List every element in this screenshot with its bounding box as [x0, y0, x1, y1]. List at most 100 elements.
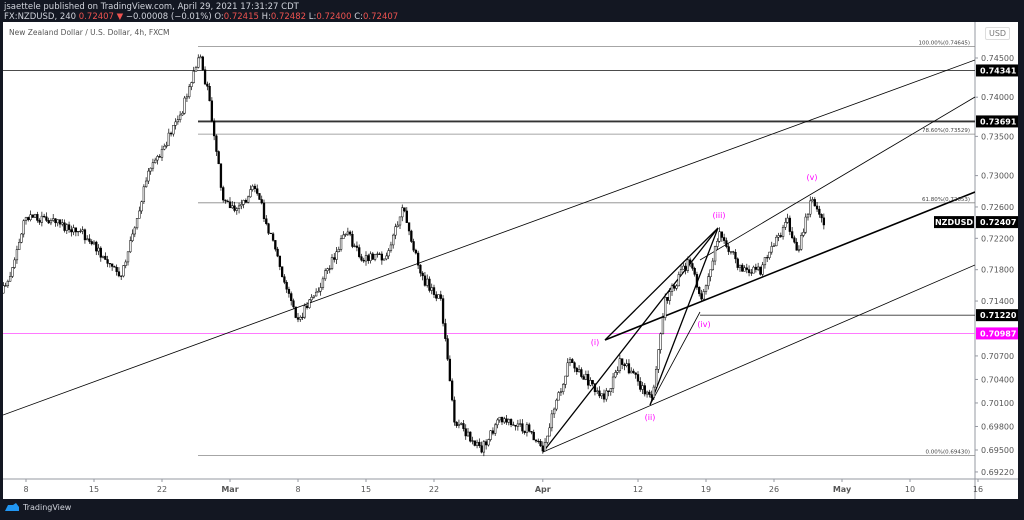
- low-label: L:: [308, 12, 317, 22]
- candle-up: [652, 386, 656, 398]
- candle-up: [22, 220, 25, 235]
- candle-down: [83, 229, 87, 241]
- symbol-ohlc-bar: FX:NZDUSD, 240 0.72407 ▼ −0.00008 (−0.01…: [4, 12, 398, 22]
- candle-up: [475, 441, 479, 446]
- candle-down: [283, 276, 286, 283]
- candle-down: [541, 445, 544, 452]
- price-level-badge-label: 0.73691: [980, 117, 1017, 126]
- candle-down: [285, 282, 288, 290]
- last-price: 0.72407: [78, 12, 114, 22]
- candle-down: [271, 233, 275, 241]
- candle-up: [686, 259, 690, 271]
- candle-down: [419, 264, 422, 274]
- candle-down: [580, 369, 583, 377]
- candle-up: [457, 424, 461, 426]
- candle-down: [219, 163, 223, 188]
- candle-up: [199, 56, 202, 59]
- x-tick-label: 19: [701, 485, 711, 494]
- candle-down: [36, 214, 39, 221]
- candle-down: [650, 394, 653, 398]
- candle-up: [768, 251, 771, 258]
- candle-up: [40, 215, 44, 223]
- trend-line: [649, 227, 719, 406]
- trend-line: [699, 96, 975, 261]
- candle-up: [772, 245, 776, 247]
- candle-down: [700, 293, 703, 300]
- trend-line: [604, 227, 719, 341]
- candle-down: [360, 256, 363, 261]
- candle-up: [763, 257, 767, 266]
- candle-down: [691, 263, 694, 269]
- candle-down: [636, 374, 640, 382]
- candle-down: [280, 266, 284, 277]
- candle-down: [296, 317, 300, 320]
- candle-down: [509, 419, 513, 426]
- candle-up: [192, 70, 195, 83]
- candle-up: [471, 440, 474, 442]
- candle-up: [138, 210, 141, 219]
- candle-up: [777, 235, 780, 238]
- trend-line: [3, 59, 975, 416]
- candle-down: [405, 210, 408, 223]
- trend-line: [542, 264, 975, 453]
- candle-down: [215, 135, 218, 152]
- candle-down: [754, 266, 758, 270]
- wave-label: (ii): [645, 413, 656, 422]
- candle-up: [129, 240, 132, 253]
- candle-up: [704, 285, 708, 292]
- candle-down: [113, 266, 116, 268]
- candle-down: [99, 247, 102, 258]
- candle-down: [523, 430, 526, 433]
- candle-down: [491, 430, 495, 434]
- candle-down: [45, 216, 48, 221]
- open-value: 0.72415: [223, 12, 259, 22]
- candle-down: [532, 431, 535, 441]
- candle-down: [634, 372, 637, 375]
- brand-label[interactable]: TradingView: [23, 502, 72, 512]
- candle-down: [355, 245, 359, 248]
- y-tick-label: 0.72200: [981, 234, 1014, 243]
- y-tick-label: 0.74000: [981, 93, 1014, 102]
- candle-up: [550, 413, 554, 429]
- currency-button[interactable]: USD: [985, 27, 1011, 40]
- x-tick-label: 16: [973, 485, 983, 494]
- candle-up: [237, 205, 241, 209]
- candle-down: [407, 222, 411, 232]
- candle-down: [54, 218, 57, 224]
- high-label: H:: [261, 12, 271, 22]
- candle-up: [61, 222, 64, 225]
- candle-up: [396, 224, 399, 227]
- candle-up: [664, 297, 667, 318]
- candle-down: [203, 69, 207, 85]
- candle-down: [698, 287, 701, 294]
- candle-up: [460, 423, 463, 425]
- candle-up: [382, 258, 386, 261]
- candle-down: [276, 248, 279, 257]
- candle-up: [185, 96, 189, 99]
- candle-down: [620, 358, 624, 365]
- candle-down: [575, 367, 578, 372]
- candle-down: [766, 257, 769, 259]
- candle-up: [659, 333, 662, 350]
- candle-down: [333, 257, 336, 260]
- candle-down: [378, 253, 381, 255]
- candle-up: [335, 251, 338, 260]
- y-tick-label: 0.73500: [981, 132, 1014, 141]
- candle-down: [267, 223, 270, 234]
- candle-down: [453, 399, 456, 423]
- candle-up: [679, 268, 683, 275]
- candle-down: [262, 202, 266, 219]
- candle-up: [144, 180, 148, 188]
- candle-up: [600, 393, 603, 397]
- candle-down: [222, 187, 225, 201]
- candle-down: [593, 383, 597, 392]
- candle-up: [401, 207, 404, 218]
- candle-up: [11, 267, 14, 277]
- candle-up: [775, 236, 778, 247]
- candle-up: [317, 290, 320, 293]
- candle-down: [294, 306, 297, 318]
- candle-up: [641, 385, 644, 390]
- candle-up: [319, 287, 322, 292]
- candle-down: [244, 200, 248, 203]
